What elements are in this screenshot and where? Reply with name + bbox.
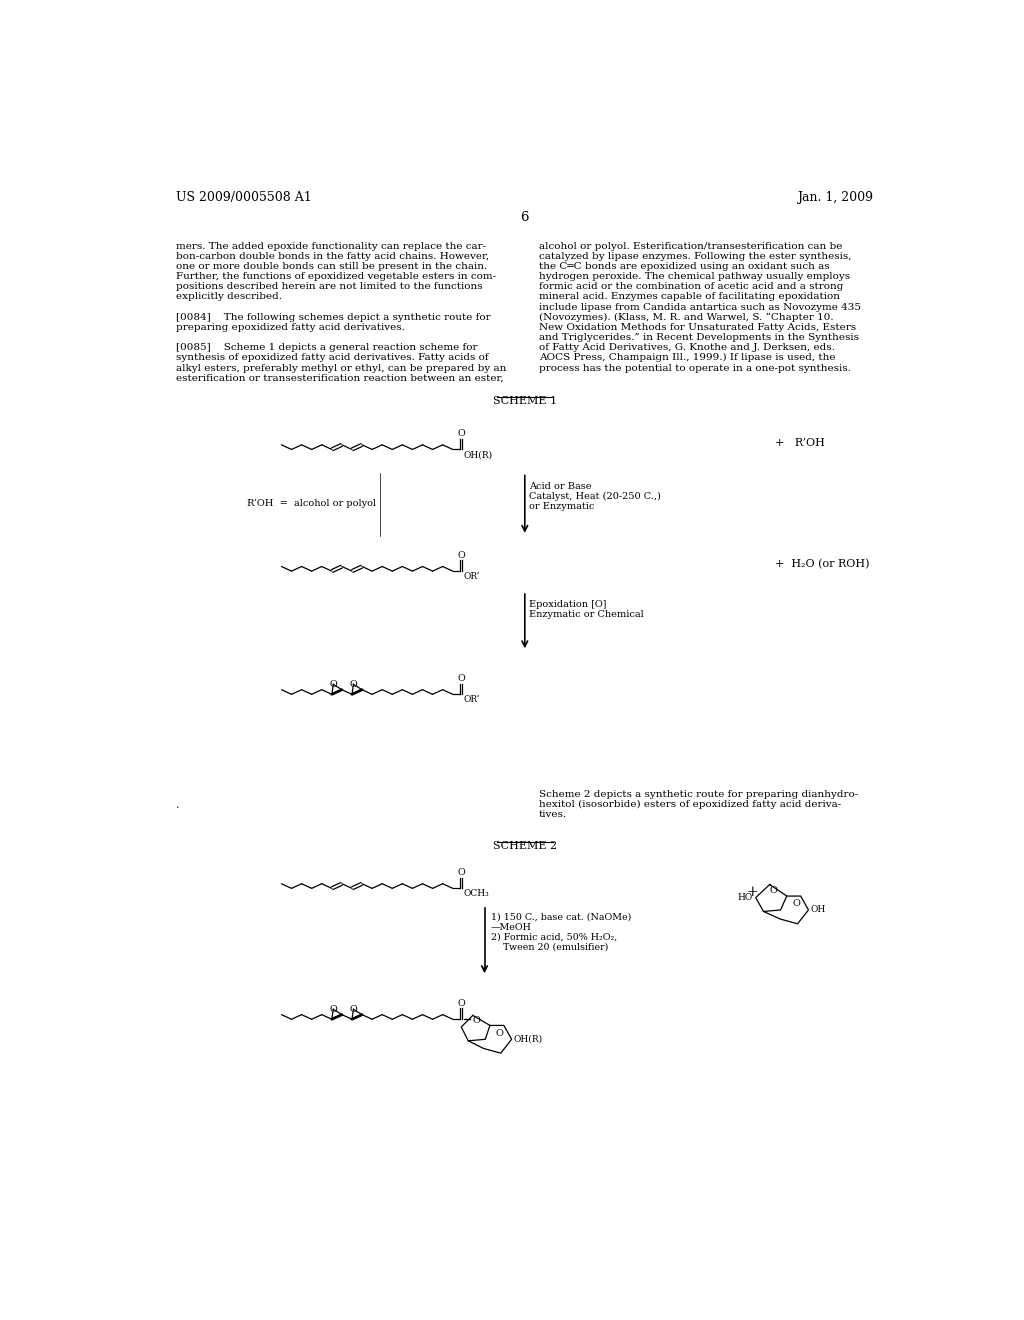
Text: SCHEME 2: SCHEME 2 [493, 841, 557, 850]
Text: hexitol (isosorbide) esters of epoxidized fatty acid deriva-: hexitol (isosorbide) esters of epoxidize… [539, 800, 841, 809]
Text: esterification or transesterification reaction between an ester,: esterification or transesterification re… [176, 374, 504, 383]
Text: O: O [349, 680, 357, 689]
Text: bon-carbon double bonds in the fatty acid chains. However,: bon-carbon double bonds in the fatty aci… [176, 252, 489, 261]
Text: formic acid or the combination of acetic acid and a strong: formic acid or the combination of acetic… [539, 282, 843, 292]
Text: hydrogen peroxide. The chemical pathway usually employs: hydrogen peroxide. The chemical pathway … [539, 272, 850, 281]
Text: O: O [349, 1005, 357, 1014]
Text: SCHEME 1: SCHEME 1 [493, 396, 557, 405]
Text: Scheme 2 depicts a synthetic route for preparing dianhydro-: Scheme 2 depicts a synthetic route for p… [539, 789, 858, 799]
Text: (Novozymes). (Klass, M. R. and Warwel, S. “Chapter 10.: (Novozymes). (Klass, M. R. and Warwel, S… [539, 313, 834, 322]
Text: the C═C bonds are epoxidized using an oxidant such as: the C═C bonds are epoxidized using an ox… [539, 261, 829, 271]
Text: OR’: OR’ [464, 572, 480, 581]
Text: alcohol or polyol. Esterification/transesterification can be: alcohol or polyol. Esterification/transe… [539, 242, 842, 251]
Text: O: O [330, 680, 337, 689]
Text: explicitly described.: explicitly described. [176, 293, 282, 301]
Text: +   R’OH: + R’OH [775, 437, 825, 447]
Text: mineral acid. Enzymes capable of facilitating epoxidation: mineral acid. Enzymes capable of facilit… [539, 293, 840, 301]
Text: O: O [496, 1028, 503, 1038]
Text: Catalyst, Heat (20-250 C.,): Catalyst, Heat (20-250 C.,) [529, 492, 662, 500]
Text: OCH₃: OCH₃ [464, 890, 489, 898]
Text: and Triglycerides.” in Recent Developments in the Synthesis: and Triglycerides.” in Recent Developmen… [539, 333, 859, 342]
Text: O: O [458, 673, 465, 682]
Text: .: . [176, 800, 179, 809]
Text: New Oxidation Methods for Unsaturated Fatty Acids, Esters: New Oxidation Methods for Unsaturated Fa… [539, 323, 856, 331]
Text: AOCS Press, Champaign Ill., 1999.) If lipase is used, the: AOCS Press, Champaign Ill., 1999.) If li… [539, 354, 836, 363]
Text: catalyzed by lipase enzymes. Following the ester synthesis,: catalyzed by lipase enzymes. Following t… [539, 252, 851, 261]
Text: Further, the functions of epoxidized vegetable esters in com-: Further, the functions of epoxidized veg… [176, 272, 497, 281]
Text: +: + [746, 886, 759, 899]
Text: O: O [770, 886, 777, 895]
Text: alkyl esters, preferably methyl or ethyl, can be prepared by an: alkyl esters, preferably methyl or ethyl… [176, 363, 507, 372]
Text: HO: HO [737, 894, 753, 902]
Text: —MeOH: —MeOH [490, 923, 531, 932]
Text: [0084]    The following schemes depict a synthetic route for: [0084] The following schemes depict a sy… [176, 313, 490, 322]
Text: one or more double bonds can still be present in the chain.: one or more double bonds can still be pr… [176, 261, 487, 271]
Text: or Enzymatic: or Enzymatic [529, 502, 595, 511]
Text: include lipase from Candida antartica such as Novozyme 435: include lipase from Candida antartica su… [539, 302, 861, 312]
Text: 1) 150 C., base cat. (NaOMe): 1) 150 C., base cat. (NaOMe) [490, 913, 631, 921]
Text: O: O [793, 899, 801, 908]
Text: mers. The added epoxide functionality can replace the car-: mers. The added epoxide functionality ca… [176, 242, 486, 251]
Text: 2) Formic acid, 50% H₂O₂,: 2) Formic acid, 50% H₂O₂, [490, 933, 616, 942]
Text: OH(R): OH(R) [464, 450, 493, 459]
Text: O: O [473, 1016, 480, 1026]
Text: +  H₂O (or ROH): + H₂O (or ROH) [775, 560, 869, 569]
Text: O: O [458, 429, 465, 438]
Text: of Fatty Acid Derivatives, G. Knothe and J. Derksen, eds.: of Fatty Acid Derivatives, G. Knothe and… [539, 343, 835, 352]
Text: [0085]    Scheme 1 depicts a general reaction scheme for: [0085] Scheme 1 depicts a general reacti… [176, 343, 477, 352]
Text: OR’: OR’ [464, 696, 480, 704]
Text: 6: 6 [520, 211, 529, 224]
Text: positions described herein are not limited to the functions: positions described herein are not limit… [176, 282, 482, 292]
Text: O: O [458, 550, 465, 560]
Text: Jan. 1, 2009: Jan. 1, 2009 [798, 191, 873, 203]
Text: US 2009/0005508 A1: US 2009/0005508 A1 [176, 191, 311, 203]
Text: preparing epoxidized fatty acid derivatives.: preparing epoxidized fatty acid derivati… [176, 323, 404, 331]
Text: OH: OH [811, 906, 826, 915]
Text: Tween 20 (emulsifier): Tween 20 (emulsifier) [490, 942, 608, 952]
Text: tives.: tives. [539, 810, 567, 820]
Text: O: O [458, 999, 465, 1007]
Text: OH(R): OH(R) [514, 1035, 543, 1044]
Text: R’OH  =  alcohol or polyol: R’OH = alcohol or polyol [247, 499, 376, 508]
Text: process has the potential to operate in a one-pot synthesis.: process has the potential to operate in … [539, 363, 851, 372]
Text: Acid or Base: Acid or Base [529, 482, 592, 491]
Text: Enzymatic or Chemical: Enzymatic or Chemical [529, 610, 644, 619]
Text: O: O [458, 867, 465, 876]
Text: synthesis of epoxidized fatty acid derivatives. Fatty acids of: synthesis of epoxidized fatty acid deriv… [176, 354, 488, 363]
Text: O: O [330, 1005, 337, 1014]
Text: Epoxidation [O]: Epoxidation [O] [529, 601, 607, 610]
